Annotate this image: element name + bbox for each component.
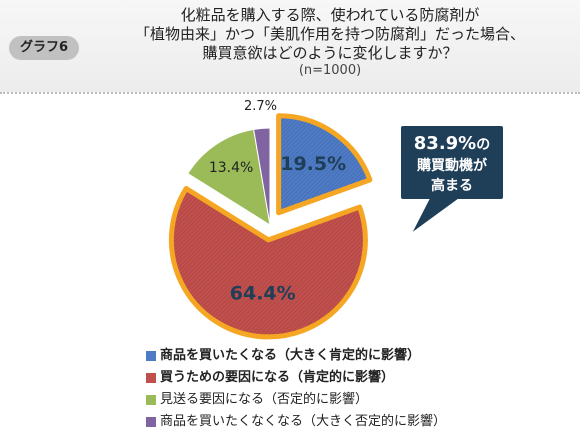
legend-swatch bbox=[146, 351, 156, 361]
slice-value-label: 19.5% bbox=[280, 153, 346, 175]
header-band bbox=[0, 0, 580, 92]
title-line-3: 購買意欲はどのように変化しますか？ bbox=[202, 44, 458, 62]
pie-slice bbox=[276, 113, 373, 216]
slice-value-label: 2.7% bbox=[244, 99, 277, 114]
legend-swatch bbox=[146, 417, 156, 427]
legend-item: 商品を買いたくなる（大きく肯定的に影響） bbox=[146, 345, 446, 367]
callout: 83.9%の 購買動機が 高まる bbox=[399, 124, 505, 236]
pie-slice bbox=[168, 185, 368, 340]
callout-line-1: 83.9%の bbox=[414, 133, 490, 154]
pie-slice bbox=[253, 127, 271, 226]
dotted-divider bbox=[0, 92, 580, 94]
legend-label: 見送る要因になる（否定的に影響） bbox=[160, 392, 369, 407]
legend-label: 買うための要因になる（肯定的に影響） bbox=[160, 370, 395, 385]
graph-badge: グラフ6 bbox=[9, 36, 79, 60]
title-line-2: 「植物由来」かつ「美肌作用を持つ防腐剤」だった場合、 bbox=[134, 25, 525, 43]
legend-item: 見送る要因になる（否定的に影響） bbox=[146, 389, 446, 411]
callout-line-2: 購買動機が bbox=[416, 157, 488, 174]
chart-title: 化粧品を購入する際、使われている防腐剤が 「植物由来」かつ「美肌作用を持つ防腐剤… bbox=[90, 6, 570, 79]
pie-slice bbox=[187, 128, 271, 227]
callout-value: 83.9% bbox=[414, 133, 476, 154]
callout-bubble bbox=[399, 124, 505, 236]
slice-value-label: 13.4% bbox=[209, 160, 253, 176]
callout-line-3: 高まる bbox=[431, 177, 473, 194]
legend-swatch bbox=[146, 373, 156, 383]
legend-item: 買うための要因になる（肯定的に影響） bbox=[146, 367, 446, 389]
legend-item: 商品を買いたくなくなる（大きく否定的に影響） bbox=[146, 411, 446, 433]
slice-value-label: 64.4% bbox=[230, 283, 296, 305]
callout-suffix: の bbox=[476, 137, 490, 153]
legend-swatch bbox=[146, 395, 156, 405]
legend-label: 商品を買いたくなくなる（大きく否定的に影響） bbox=[160, 414, 447, 429]
title-line-1: 化粧品を購入する際、使われている防腐剤が bbox=[180, 6, 480, 24]
legend-label: 商品を買いたくなる（大きく肯定的に影響） bbox=[160, 348, 421, 363]
sample-size: (n=1000) bbox=[298, 63, 362, 78]
legend: 商品を買いたくなる（大きく肯定的に影響） 買うための要因になる（肯定的に影響） … bbox=[146, 345, 446, 433]
